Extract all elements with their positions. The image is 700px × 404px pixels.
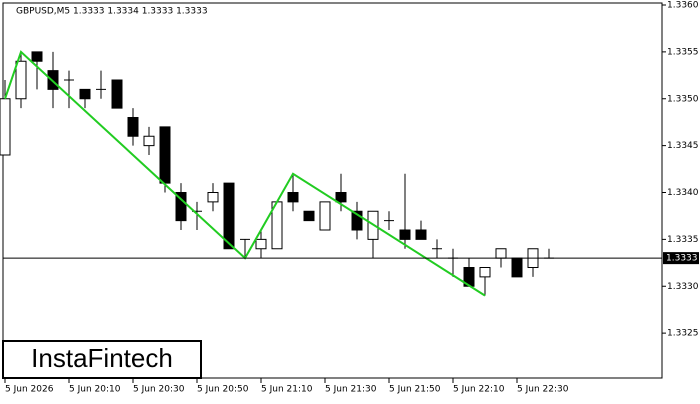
candle-body: [111, 79, 123, 109]
y-tick-label: 1.3325: [667, 329, 699, 339]
x-tick-label: 5 Jun 22:10: [453, 385, 505, 395]
candle-body: [79, 88, 91, 100]
candle-body: [15, 60, 27, 100]
candle-body: [303, 210, 315, 222]
logo: InstaFintech: [31, 343, 173, 373]
candle-body: [415, 229, 427, 240]
candle-body: [399, 229, 411, 240]
current-price-box: [663, 252, 699, 265]
y-tick-label: 1.3355: [667, 47, 699, 57]
candle-body: [351, 210, 363, 231]
y-tick-label: 1.3335: [667, 235, 699, 245]
x-tick-label: 5 Jun 20:50: [197, 385, 249, 395]
x-tick-label: 5 Jun 21:10: [261, 385, 313, 395]
candle-body: [207, 192, 219, 203]
x-tick-label: 5 Jun 20:10: [69, 385, 121, 395]
candle-body: [159, 126, 171, 184]
x-tick-label: 5 Jun 21:30: [325, 385, 377, 395]
current-price-label: 1.3333: [666, 254, 698, 264]
chart-title: GBPUSD,M5 1.3333 1.3334 1.3333 1.3333: [16, 7, 208, 17]
y-tick-label: 1.3330: [667, 282, 699, 292]
candle-body: [143, 135, 155, 147]
candle-body: [511, 257, 523, 278]
candle-body: [127, 117, 139, 137]
candle-body: [495, 248, 507, 259]
y-tick-label: 1.3345: [667, 141, 699, 151]
y-tick-label: 1.3350: [667, 94, 699, 104]
x-tick-label: 5 Jun 22:30: [517, 385, 569, 395]
candle-body: [175, 192, 187, 222]
candle-body: [31, 51, 43, 62]
candle-body: [255, 238, 267, 250]
y-tick-label: 1.3340: [667, 188, 699, 198]
plot-frame: [2, 2, 663, 379]
candle-body: [479, 267, 491, 278]
y-tick-label: 1.3360: [667, 1, 699, 11]
x-tick-label: 5 Jun 2026: [5, 385, 54, 395]
candle-body: [223, 182, 235, 250]
logo-box: [2, 340, 202, 379]
candle-body: [287, 192, 299, 203]
x-tick-label: 5 Jun 21:50: [389, 385, 441, 395]
x-tick-label: 5 Jun 20:30: [133, 385, 185, 395]
candle-body: [319, 201, 331, 231]
candle-body: [0, 98, 11, 156]
candle-body: [335, 192, 347, 203]
